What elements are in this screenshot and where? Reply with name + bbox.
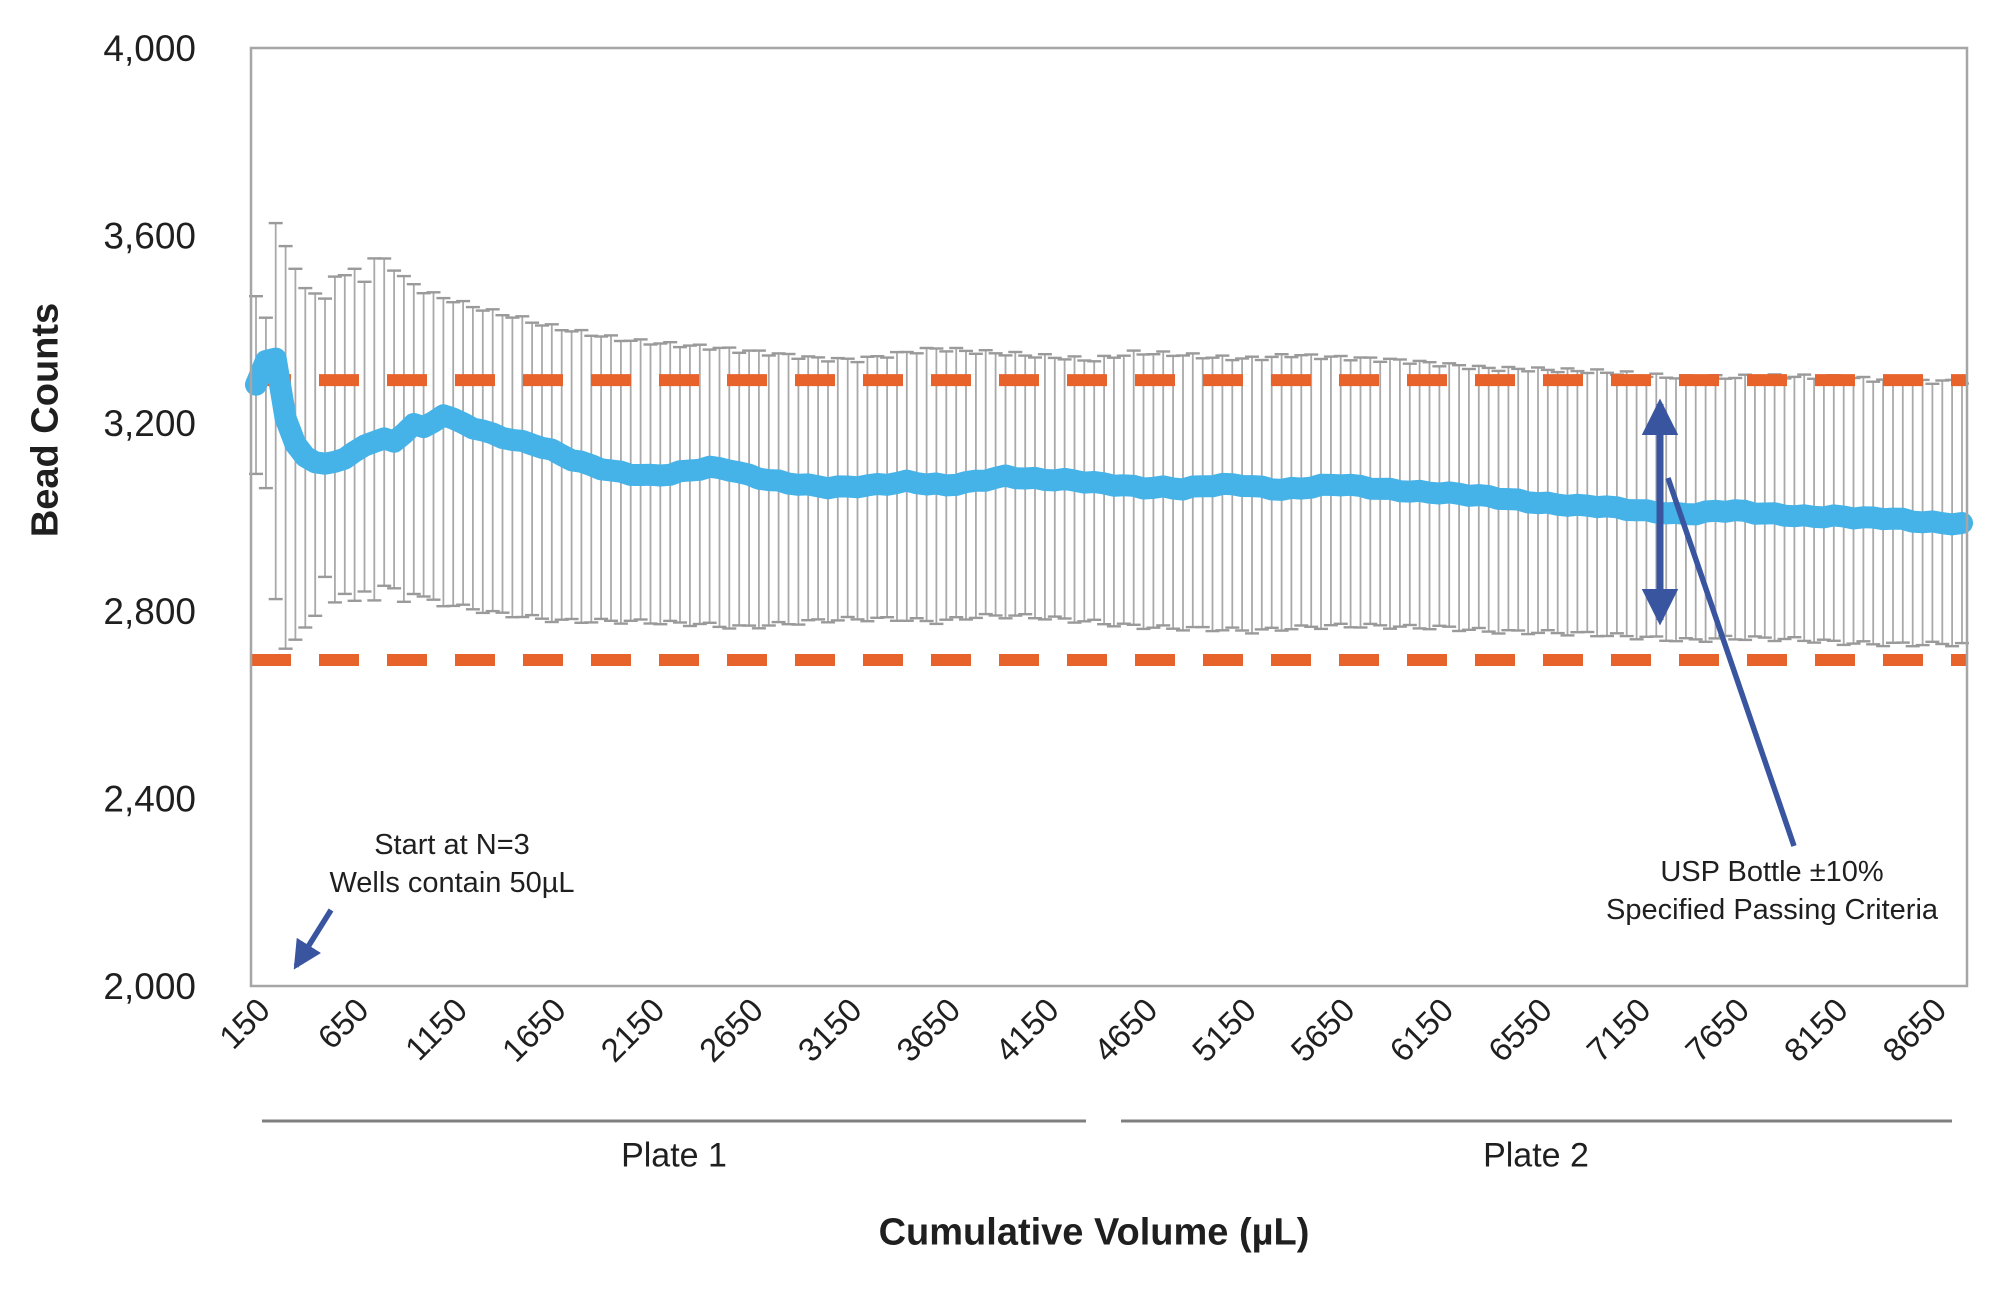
annotation-start-note: Start at N=3 Wells contain 50µL [329, 826, 574, 902]
x-tick-label: 8650 [1875, 991, 1953, 1069]
x-tick-label: 7150 [1579, 991, 1657, 1069]
usp-note-line1: USP Bottle ±10% [1660, 856, 1884, 888]
x-tick-label: 5650 [1284, 991, 1362, 1069]
x-tick-label: 3650 [889, 991, 967, 1069]
y-tick-label: 2,800 [103, 591, 196, 632]
start-note-line2: Wells contain 50µL [329, 867, 575, 899]
x-tick-label: 4650 [1086, 991, 1164, 1069]
x-tick-label: 150 [212, 991, 277, 1056]
annotation-usp-note: USP Bottle ±10% Specified Passing Criter… [1606, 853, 1938, 929]
x-axis-title: Cumulative Volume (µL) [878, 1211, 1310, 1254]
plate-2-label: Plate 2 [1483, 1136, 1589, 1175]
plot-border [249, 46, 1969, 988]
x-tick-label: 3150 [791, 991, 869, 1069]
y-tick-label: 2,000 [103, 966, 196, 1007]
y-tick-label: 3,200 [103, 403, 196, 444]
y-tick-labels: 4,000 3,600 3,200 2,800 2,400 2,000 [103, 28, 196, 1007]
start-note-line1: Start at N=3 [374, 829, 530, 861]
x-tick-label: 2150 [593, 991, 671, 1069]
x-tick-label: 6150 [1382, 991, 1460, 1069]
x-tick-label: 1650 [495, 991, 573, 1069]
x-tick-label: 650 [310, 991, 375, 1056]
usp-note-line2: Specified Passing Criteria [1605, 894, 1939, 926]
plate-1-label: Plate 1 [621, 1136, 727, 1175]
x-tick-label: 4150 [988, 991, 1066, 1069]
x-tick-labels: 150 650 1150 1650 2150 2650 3150 3650 4150 4650 51… [212, 991, 1953, 1069]
y-tick-label: 4,000 [103, 28, 196, 69]
x-tick-label: 8150 [1777, 991, 1855, 1069]
x-tick-label: 1150 [398, 991, 474, 1067]
x-tick-label: 6550 [1481, 991, 1559, 1069]
y-tick-label: 2,400 [103, 778, 196, 819]
y-tick-label: 3,600 [103, 216, 196, 257]
x-tick-label: 2650 [692, 991, 770, 1069]
callout-line [1665, 477, 1797, 847]
y-axis-title: Bead Counts [24, 302, 67, 538]
x-tick-label: 7650 [1678, 991, 1756, 1069]
start-arrow [293, 908, 334, 970]
x-tick-label: 5150 [1185, 991, 1263, 1069]
